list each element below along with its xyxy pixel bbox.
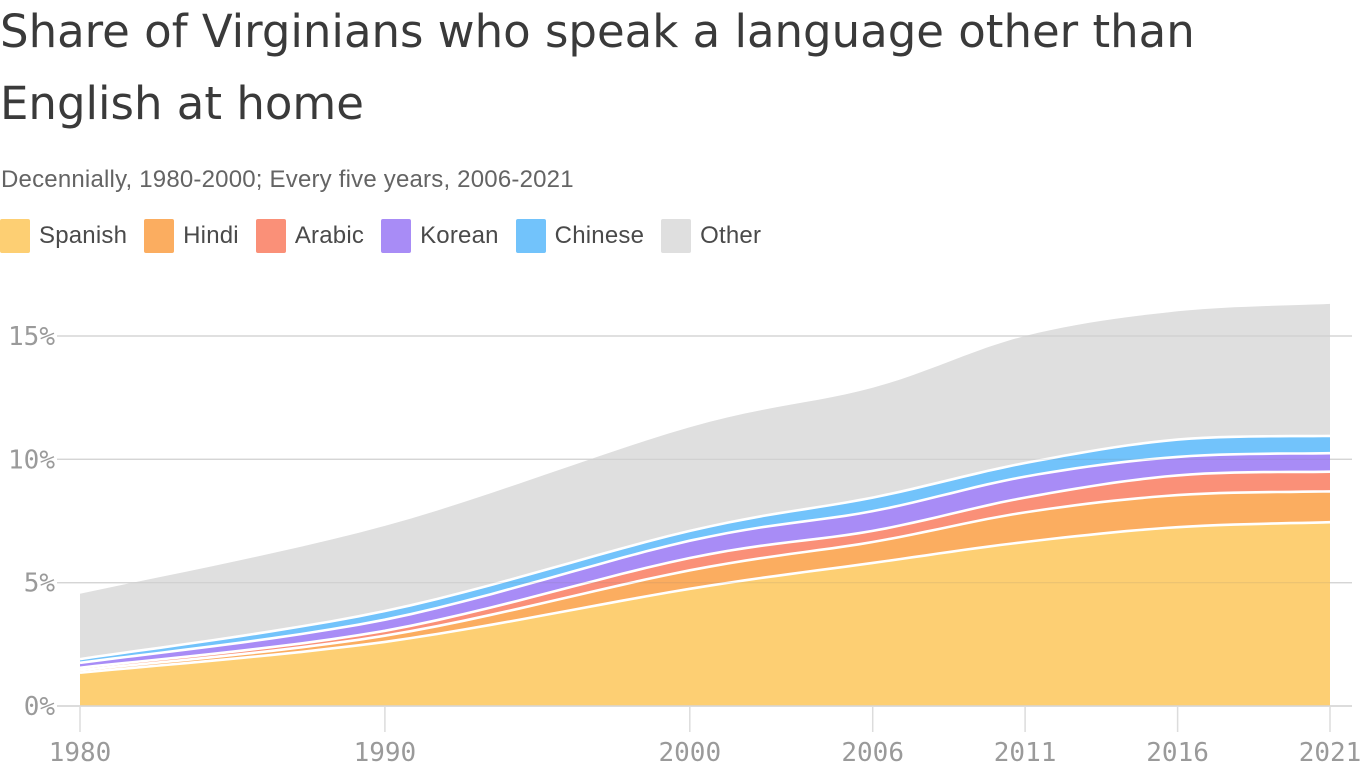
legend-label-hindi: Hindi <box>183 222 239 249</box>
legend-swatch-spanish <box>0 219 30 253</box>
separator-line-4 <box>79 451 1331 665</box>
legend-swatch-other <box>661 219 692 253</box>
x-tick-label-1990: 1990 <box>354 738 417 768</box>
x-tick-label-2016: 2016 <box>1146 738 1209 768</box>
area-other <box>80 303 1330 660</box>
y-tick-label-5%: 5% <box>24 569 56 599</box>
y-tick-label-15%: 15% <box>8 322 55 352</box>
chart-subtitle: Decennially, 1980-2000; Every five years… <box>1 166 574 193</box>
legend-item-other: Other <box>661 219 761 253</box>
chart-legend: Spanish Hindi Arabic Korean Chinese Other <box>0 219 778 253</box>
legend-swatch-hindi <box>144 219 175 253</box>
x-tick-label-2006: 2006 <box>841 738 904 768</box>
separator-line-2 <box>79 490 1331 672</box>
legend-label-korean: Korean <box>420 222 499 249</box>
legend-label-chinese: Chinese <box>554 222 645 249</box>
legend-label-other: Other <box>700 222 762 249</box>
y-tick-label-10%: 10% <box>8 445 55 475</box>
legend-item-hindi: Hindi <box>144 219 239 253</box>
separator-line-5 <box>79 434 1331 661</box>
legend-item-arabic: Arabic <box>255 219 365 253</box>
x-tick-label-2021: 2021 <box>1299 738 1362 768</box>
legend-item-chinese: Chinese <box>515 219 645 253</box>
legend-label-arabic: Arabic <box>294 222 365 249</box>
y-tick-label-0%: 0% <box>24 692 56 722</box>
legend-swatch-korean <box>381 219 412 253</box>
area-arabic <box>80 471 1330 671</box>
legend-item-spanish: Spanish <box>0 219 127 253</box>
separator-line-3 <box>79 470 1331 670</box>
area-spanish <box>80 522 1330 706</box>
x-tick-label-2000: 2000 <box>658 738 721 768</box>
legend-item-korean: Korean <box>381 219 499 253</box>
separator-line-1 <box>79 520 1331 674</box>
legend-label-spanish: Spanish <box>39 222 128 249</box>
area-hindi <box>80 491 1330 673</box>
legend-swatch-chinese <box>515 219 546 253</box>
x-tick-label-2011: 2011 <box>994 738 1057 768</box>
chart-title: Share of Virginians who speak a language… <box>0 5 1195 130</box>
x-tick-label-1980: 1980 <box>49 738 112 768</box>
legend-swatch-arabic <box>255 219 286 253</box>
